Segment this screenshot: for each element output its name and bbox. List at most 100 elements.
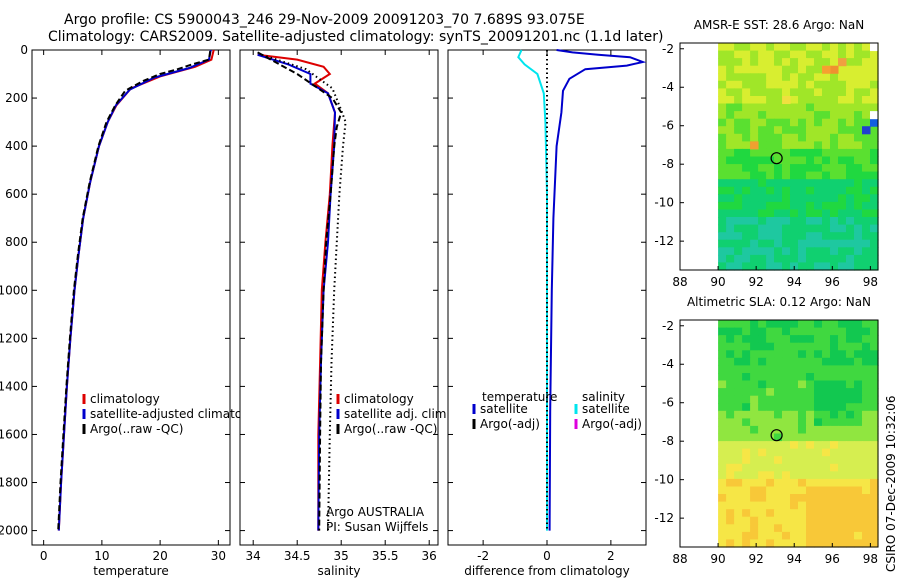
- sst_map-cell: [750, 186, 759, 195]
- sst_map-cell: [726, 126, 735, 135]
- sst_map-cell: [750, 217, 759, 226]
- sla_map-cell: [734, 501, 743, 510]
- sla_map-cell: [806, 471, 815, 480]
- salinity-xtick-label: 36: [422, 549, 437, 563]
- sst_map-cell: [766, 80, 775, 89]
- sst_map-cell: [838, 118, 847, 127]
- sst_map-cell: [814, 254, 823, 264]
- sla_map-cell: [790, 478, 799, 488]
- sla_map-cell: [742, 531, 751, 541]
- sst_map-xtick-label: 92: [749, 275, 764, 289]
- sst_map-cell: [798, 201, 807, 211]
- sst_map-cell: [830, 201, 839, 211]
- sst_map-cell: [806, 141, 815, 150]
- sst_map-cell: [750, 209, 759, 218]
- sst_map-cell: [782, 247, 791, 256]
- sla_map-cell: [806, 425, 815, 435]
- sla_map-cell: [742, 501, 751, 510]
- sst_map-cell: [766, 156, 775, 165]
- sst_map-cell: [758, 73, 767, 82]
- sla_map-cell: [814, 433, 823, 442]
- sst_map-cell: [846, 232, 855, 241]
- sst_map-cell: [806, 118, 815, 127]
- sst_map-cell: [798, 58, 807, 67]
- sst_map-cell: [766, 217, 775, 226]
- temperature-xtick-label: 0: [40, 549, 48, 563]
- sst_map-cell: [742, 254, 751, 264]
- sst_map-cell: [822, 58, 831, 67]
- sst_map-cell: [830, 111, 839, 120]
- sst_map-cell: [846, 133, 855, 142]
- sla_map-cell: [758, 539, 767, 548]
- sst_map-cell: [758, 65, 767, 74]
- sla_map-cell: [830, 509, 839, 518]
- sst_map-cell: [734, 73, 743, 82]
- sst_map-cell: [854, 58, 863, 67]
- sla_map-cell: [822, 441, 831, 450]
- sst_map-cell: [734, 209, 743, 218]
- sst_map-cell: [846, 262, 855, 271]
- sla_map-cell: [838, 380, 847, 389]
- sla_map-cell: [742, 388, 751, 397]
- sla_map-cell: [862, 433, 871, 442]
- sla_map-cell: [750, 433, 759, 442]
- sst_map-cell: [758, 80, 767, 89]
- sst_map-cell: [822, 126, 831, 135]
- sla_map-cell: [814, 463, 823, 472]
- sla_map-cell: [726, 478, 735, 488]
- temperature-ytick-label: 2000: [0, 524, 28, 538]
- sst_map-cell: [846, 88, 855, 97]
- sla_map-cell: [790, 531, 799, 541]
- sst_map-cell: [846, 201, 855, 211]
- sla_map-cell: [854, 418, 863, 427]
- sst_map-cell: [790, 43, 799, 52]
- sla_map-cell: [734, 320, 743, 329]
- sla_map-cell: [854, 335, 863, 344]
- sst_map-cell: [750, 232, 759, 241]
- sst_map-cell-highlight: [862, 126, 871, 135]
- sla_map-cell: [830, 433, 839, 442]
- sla_map-cell: [838, 486, 847, 495]
- sla_map-cell: [758, 456, 767, 465]
- sst_map-cell: [774, 103, 783, 112]
- sst_map-cell: [782, 148, 791, 158]
- sla_map-cell: [782, 327, 791, 336]
- sst_map-cell: [726, 209, 735, 218]
- sst_map-cell: [718, 80, 727, 89]
- difference-legend-label: satellite: [582, 402, 630, 416]
- sst_map-cell: [774, 254, 783, 264]
- sla_map-cell: [758, 342, 767, 351]
- sst_map-cell: [774, 80, 783, 89]
- sst_map-cell: [798, 73, 807, 82]
- sla_map-cell: [790, 380, 799, 389]
- sla_map-cell: [726, 410, 735, 419]
- sla_map-cell: [870, 524, 879, 533]
- sst_map-cell: [782, 201, 791, 211]
- sla_map-cell: [774, 410, 783, 419]
- sst_map-cell: [726, 239, 735, 248]
- sst_map-cell: [790, 247, 799, 256]
- sst_map-cell: [790, 133, 799, 142]
- sst_map-cell: [726, 156, 735, 165]
- sst_map-cell: [774, 171, 783, 180]
- sst_map-cell: [742, 171, 751, 180]
- sla_map-cell: [822, 350, 831, 359]
- sst_map-cell: [790, 164, 799, 173]
- sla_map-cell: [766, 524, 775, 533]
- sst_map-cell: [822, 171, 831, 180]
- sla_map-cell: [822, 524, 831, 533]
- sla_map-cell: [750, 531, 759, 541]
- sla_map-cell: [814, 531, 823, 541]
- sla_map-cells: [718, 320, 879, 548]
- sla_map-cell: [838, 456, 847, 465]
- sla_map-cell: [798, 425, 807, 435]
- sla_map-cell: [798, 418, 807, 427]
- sla_map-cell: [726, 365, 735, 374]
- sst_map-cell: [742, 217, 751, 226]
- sst_map-cell: [822, 133, 831, 142]
- sla_map-cell: [798, 395, 807, 404]
- sla_map-cell: [774, 388, 783, 397]
- sst_map-cell: [734, 164, 743, 173]
- sst_map-cell: [750, 201, 759, 211]
- sla_map-cell: [750, 463, 759, 472]
